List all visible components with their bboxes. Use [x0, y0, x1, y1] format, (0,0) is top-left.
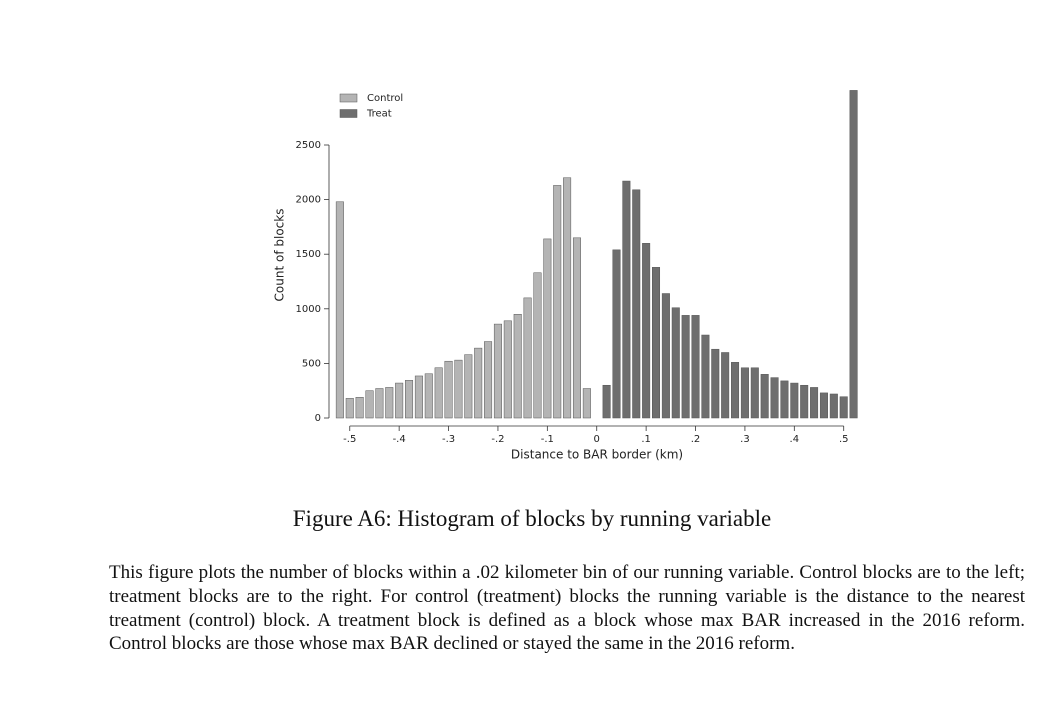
bar: [385, 387, 394, 419]
bar: [790, 382, 799, 419]
figure-caption: Figure A6: Histogram of blocks by runnin…: [292, 506, 772, 531]
bar: [395, 382, 404, 419]
y-tick-label: 2000: [296, 195, 321, 206]
bar: [711, 348, 720, 419]
bar: [345, 398, 354, 419]
bar: [493, 323, 502, 419]
bar: [405, 380, 414, 419]
bar: [612, 249, 621, 419]
bar: [365, 390, 374, 419]
bar: [750, 367, 759, 419]
bar: [464, 354, 473, 419]
bar: [622, 180, 631, 419]
bar: [582, 388, 591, 419]
bar: [424, 373, 433, 419]
bar: [810, 387, 819, 419]
bar: [800, 384, 809, 419]
x-tick-label: .3: [740, 434, 750, 445]
bar: [375, 388, 384, 419]
bar: [533, 272, 542, 419]
bar: [770, 377, 779, 419]
legend-label: Control: [367, 93, 403, 104]
y-tick-label: 0: [315, 413, 321, 424]
y-tick-label: 500: [302, 358, 321, 369]
bar: [484, 341, 493, 419]
figure-note: This figure plots the number of blocks w…: [109, 562, 1025, 655]
bar: [760, 374, 769, 419]
bar: [543, 238, 552, 419]
bar: [474, 347, 483, 419]
y-axis-label: Count of blocks: [273, 209, 287, 302]
bar: [414, 375, 423, 419]
bar: [503, 320, 512, 419]
bar: [454, 359, 463, 419]
bar: [434, 367, 443, 419]
bar: [780, 380, 789, 419]
legend-label: Treat: [366, 109, 392, 120]
bar: [523, 297, 532, 419]
bar: [661, 293, 670, 419]
bar: [731, 362, 740, 419]
bar: [681, 315, 690, 419]
x-tick-label: .5: [839, 434, 849, 445]
legend-swatch: [339, 93, 358, 103]
x-axis-label: Distance to BAR border (km): [511, 448, 683, 462]
x-tick-label: -.3: [442, 434, 455, 445]
y-tick-label: 2500: [296, 140, 321, 151]
bar: [740, 367, 749, 419]
bar: [849, 90, 858, 419]
bar: [839, 396, 848, 419]
x-tick-label: -.4: [393, 434, 406, 445]
bar: [572, 237, 581, 419]
bar: [513, 314, 522, 419]
bar: [829, 393, 838, 419]
bar: [701, 334, 710, 419]
bar: [355, 397, 364, 419]
x-tick-label: .4: [790, 434, 800, 445]
bar: [444, 360, 453, 419]
x-tick-label: .2: [691, 434, 701, 445]
x-tick-label: -.5: [343, 434, 356, 445]
bar: [335, 201, 344, 419]
bar: [819, 392, 828, 419]
bar: [563, 177, 572, 419]
x-tick-label: -.2: [491, 434, 504, 445]
legend-swatch: [339, 109, 358, 118]
bar: [691, 315, 700, 419]
x-tick-label: 0: [594, 434, 600, 445]
bar: [652, 267, 661, 419]
bar: [721, 352, 730, 419]
bar: [671, 307, 680, 419]
y-tick-label: 1500: [296, 249, 321, 260]
bar: [642, 243, 651, 419]
y-tick-label: 1000: [296, 304, 321, 315]
bar: [632, 189, 641, 419]
bar: [602, 384, 611, 419]
x-tick-label: -.1: [541, 434, 554, 445]
chart: Count of blocks Distance to BAR border (…: [273, 90, 858, 462]
bar: [553, 185, 562, 419]
x-tick-label: .1: [641, 434, 651, 445]
